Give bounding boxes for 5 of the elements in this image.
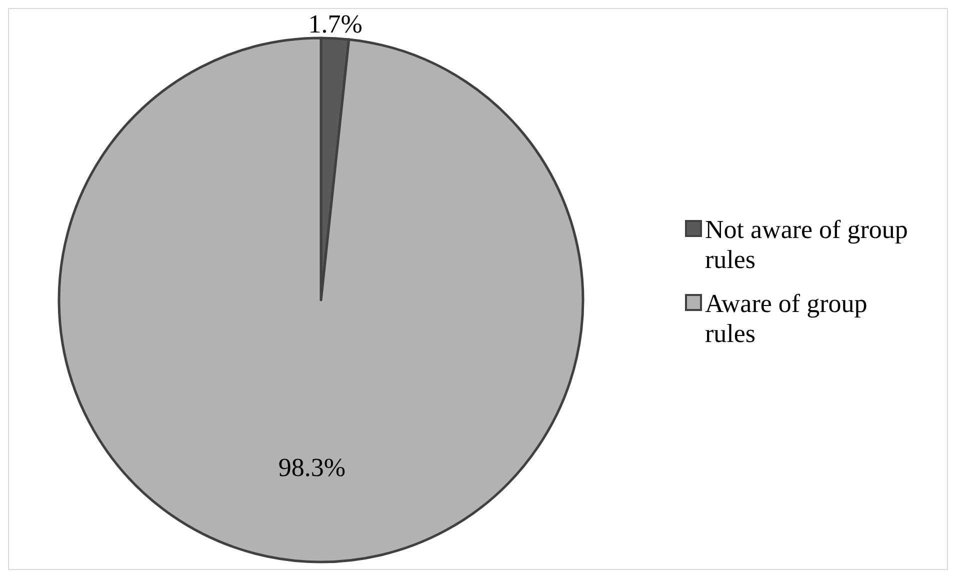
legend-label: Not aware of group rules (705, 215, 908, 274)
pie-slice (58, 36, 584, 563)
legend-label: Aware of group rules (705, 289, 868, 348)
data-label: 1.7% (308, 9, 362, 38)
data-label: 98.3% (278, 453, 346, 482)
